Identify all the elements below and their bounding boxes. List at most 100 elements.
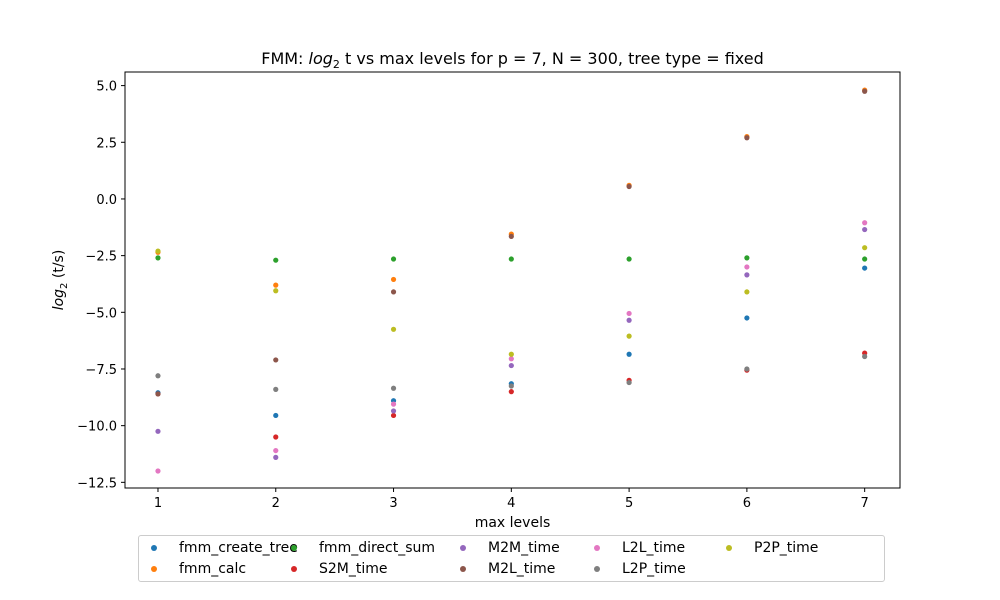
data-point: [862, 220, 868, 226]
legend-label: M2M_time: [488, 540, 560, 556]
x-tick-label: 6: [743, 496, 751, 511]
data-point: [155, 255, 161, 261]
legend-marker: [291, 545, 297, 551]
data-points: [155, 87, 868, 474]
data-point: [508, 256, 514, 262]
y-tick-label: −12.5: [77, 476, 117, 491]
data-point: [390, 289, 397, 295]
data-point: [508, 233, 514, 239]
data-point: [862, 353, 868, 360]
data-point: [626, 310, 632, 317]
legend-item: fmm_direct_sum: [291, 538, 435, 558]
data-point: [626, 317, 632, 323]
data-point: [390, 408, 397, 414]
data-point: [155, 248, 161, 254]
data-point: [155, 391, 161, 397]
data-point: [744, 264, 750, 270]
y-tick-label: 2.5: [96, 136, 117, 151]
legend-marker: [594, 545, 600, 551]
x-tick-label: 1: [154, 496, 162, 511]
legend-marker: [291, 566, 297, 572]
legend-item: L2L_time: [594, 538, 685, 558]
data-point: [508, 356, 514, 362]
y-tick-label: 0.0: [96, 193, 117, 208]
data-point: [508, 351, 514, 357]
data-point: [744, 315, 750, 321]
y-tick-label: −7.5: [85, 363, 117, 378]
data-point: [155, 428, 161, 434]
legend-item: L2P_time: [594, 559, 686, 579]
series-P2P_time: [155, 245, 868, 357]
data-point: [744, 135, 750, 141]
data-point: [862, 226, 868, 233]
data-point: [508, 389, 514, 395]
legend: fmm_create_tree fmm_calc fmm_direct_sum S2M…: [138, 535, 885, 582]
y-tick-label: −5.0: [85, 306, 117, 321]
data-point: [626, 256, 632, 262]
data-point: [273, 357, 279, 363]
legend-marker: [594, 566, 600, 572]
y-axis: −12.5 −10.0 −7.5 −5.0 −2.5 0.0 2.5 5.0: [77, 80, 125, 491]
data-point: [273, 288, 279, 294]
x-tick-label: 3: [389, 496, 397, 511]
legend-item: M2L_time: [460, 559, 555, 579]
chart-title: FMM: log2 t vs max levels for p = 7, N =…: [261, 49, 764, 71]
data-point: [390, 385, 397, 391]
legend-item: S2M_time: [291, 559, 388, 579]
y-tick-label: 5.0: [96, 80, 117, 95]
legend-item: fmm_calc: [151, 559, 246, 579]
y-tick-label: −2.5: [85, 250, 117, 265]
legend-marker: [460, 566, 466, 572]
legend-label: L2L_time: [622, 540, 686, 556]
y-axis-label: log2 (t/s): [51, 250, 70, 311]
data-point: [273, 412, 279, 419]
data-point: [390, 276, 397, 283]
legend-label: M2L_time: [488, 561, 556, 577]
data-point: [273, 454, 279, 460]
data-point: [273, 282, 279, 288]
legend-item: P2P_time: [726, 538, 818, 558]
data-point: [390, 256, 397, 262]
data-point: [626, 351, 632, 357]
data-point: [626, 333, 632, 339]
data-point: [273, 447, 279, 454]
data-point: [862, 256, 868, 262]
x-tick-label: 5: [625, 496, 633, 511]
legend-marker: [151, 545, 157, 551]
data-point: [744, 289, 750, 295]
series-fmm_create_tree: [155, 265, 868, 419]
legend-label: L2P_time: [622, 561, 686, 577]
data-point: [862, 88, 868, 94]
data-point: [862, 265, 868, 271]
legend-label: fmm_direct_sum: [319, 540, 436, 556]
series-L2P_time: [155, 353, 868, 392]
data-point: [390, 401, 397, 407]
x-axis: 1 2 3 4 5 6 7: [154, 488, 869, 511]
series-M2M_time: [155, 226, 868, 460]
data-point: [390, 326, 397, 332]
legend-marker: [726, 545, 732, 551]
x-axis-label: max levels: [475, 515, 551, 531]
data-point: [273, 386, 279, 392]
data-point: [508, 362, 514, 369]
legend-label: fmm_calc: [179, 561, 247, 577]
x-tick-label: 7: [861, 496, 869, 511]
data-point: [155, 468, 161, 474]
legend-item: M2M_time: [460, 538, 560, 558]
legend-marker: [460, 545, 466, 551]
y-tick-label: −10.0: [77, 420, 117, 435]
legend-label: S2M_time: [319, 561, 388, 577]
legend-item: fmm_create_tree: [151, 538, 298, 558]
data-point: [862, 245, 868, 251]
data-point: [744, 366, 750, 372]
data-point: [273, 434, 279, 440]
series-fmm_direct_sum: [155, 255, 868, 263]
legend-label: fmm_create_tree: [179, 540, 298, 556]
data-point: [508, 383, 514, 389]
series-M2L_time: [155, 88, 868, 397]
data-point: [390, 412, 397, 419]
data-point: [273, 257, 279, 263]
data-point: [626, 183, 632, 190]
data-point: [744, 255, 750, 261]
